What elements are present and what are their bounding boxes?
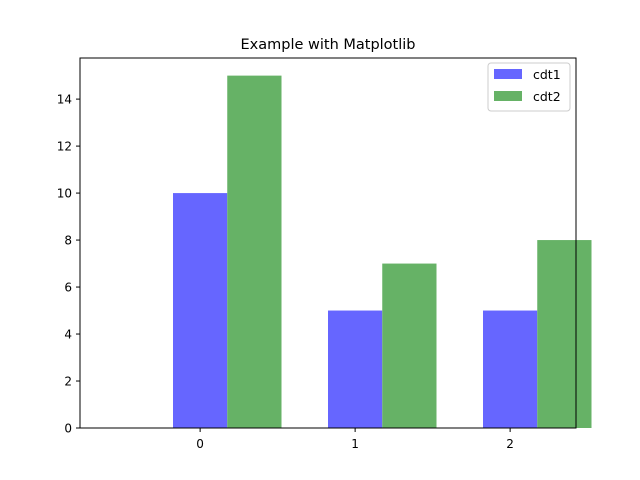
y-tick-label: 10 xyxy=(57,187,72,201)
x-tick-label: 0 xyxy=(196,437,204,451)
bar-cdt2-1 xyxy=(382,263,437,428)
y-tick-label: 14 xyxy=(57,93,72,107)
axes-layer xyxy=(79,57,577,429)
legend-label-cdt1: cdt1 xyxy=(533,67,561,82)
bar-cdt2-0 xyxy=(227,75,282,429)
bar-cdt1-0 xyxy=(173,193,228,428)
legend-label-cdt2: cdt2 xyxy=(533,89,561,104)
bar-cdt2-2 xyxy=(537,240,592,428)
x-tick-label: 2 xyxy=(506,437,514,451)
bar-cdt1-1 xyxy=(328,310,383,428)
legend: cdt1 cdt2 xyxy=(487,62,571,112)
y-tick-label: 0 xyxy=(64,422,72,436)
y-tick-label: 6 xyxy=(64,281,72,295)
chart-title: Example with Matplotlib xyxy=(240,37,415,53)
y-tick-label: 2 xyxy=(64,375,72,389)
x-tick-label: 1 xyxy=(351,437,359,451)
x-axis-ticks: 0 1 2 xyxy=(196,428,514,451)
bar-cdt1-2 xyxy=(483,310,538,428)
legend-swatch-cdt2 xyxy=(494,91,522,101)
y-tick-label: 4 xyxy=(64,328,72,342)
y-tick-label: 12 xyxy=(57,140,72,154)
y-tick-label: 8 xyxy=(64,234,72,248)
y-axis-ticks: 0 2 4 6 8 10 12 14 xyxy=(57,93,80,436)
bars-layer xyxy=(173,75,592,429)
plot-frame xyxy=(79,57,577,429)
legend-swatch-cdt1 xyxy=(494,69,522,79)
